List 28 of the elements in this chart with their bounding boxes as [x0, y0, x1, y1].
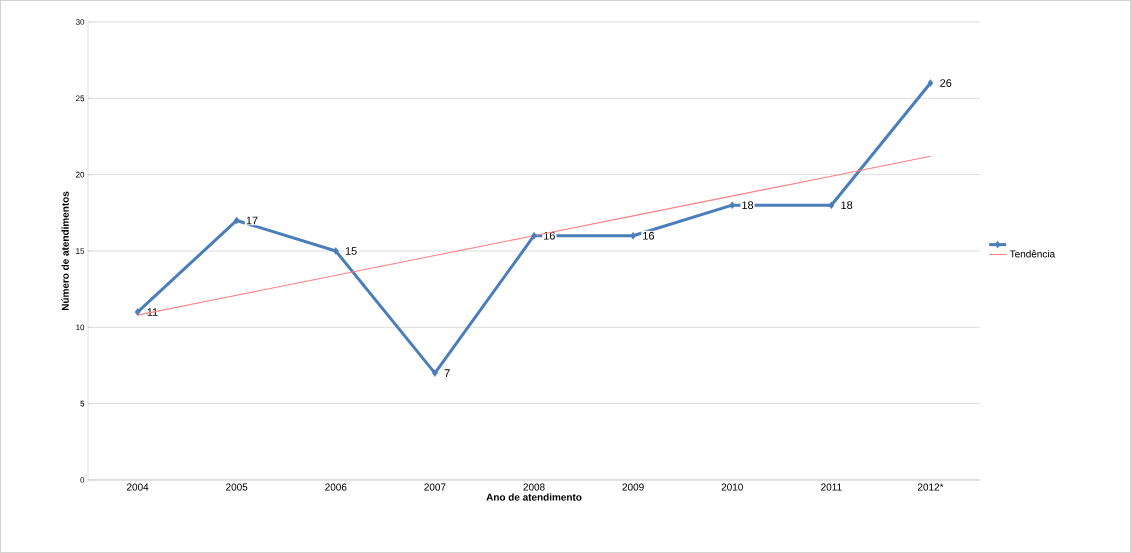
point — [729, 201, 736, 209]
x-tick-label: 2008 — [523, 483, 545, 491]
point — [134, 308, 141, 316]
x-tick-label: 2010 — [721, 483, 743, 491]
data-label: 26 — [940, 79, 952, 87]
x-tick-label: 2011 — [821, 483, 842, 491]
point — [927, 79, 934, 87]
data-label: 11 — [147, 308, 158, 316]
data-label: 18 — [841, 201, 853, 210]
x-tick-label: 2005 — [226, 483, 248, 491]
data-label: 16 — [544, 231, 555, 240]
x-tick-label: 2007 — [424, 483, 446, 491]
x-tick-label: 2006 — [325, 483, 347, 491]
data-label: 17 — [246, 216, 258, 225]
point — [828, 201, 835, 209]
x-axis-title: Ano de atendimento — [486, 493, 582, 501]
legend-label: Tendência — [1009, 250, 1056, 258]
y-axis-title: Número de atendimentos — [61, 191, 69, 311]
data-label: 7 — [444, 369, 450, 377]
data-label: 18 — [742, 201, 754, 210]
x-tick-label: 2009 — [622, 483, 644, 491]
x-tick-label: 2012* — [917, 483, 944, 491]
data-label: 15 — [345, 247, 357, 255]
point — [332, 247, 339, 255]
point — [233, 216, 240, 225]
point — [432, 369, 438, 377]
x-tick-label: 2004 — [126, 483, 149, 491]
data-label: 16 — [643, 231, 655, 240]
